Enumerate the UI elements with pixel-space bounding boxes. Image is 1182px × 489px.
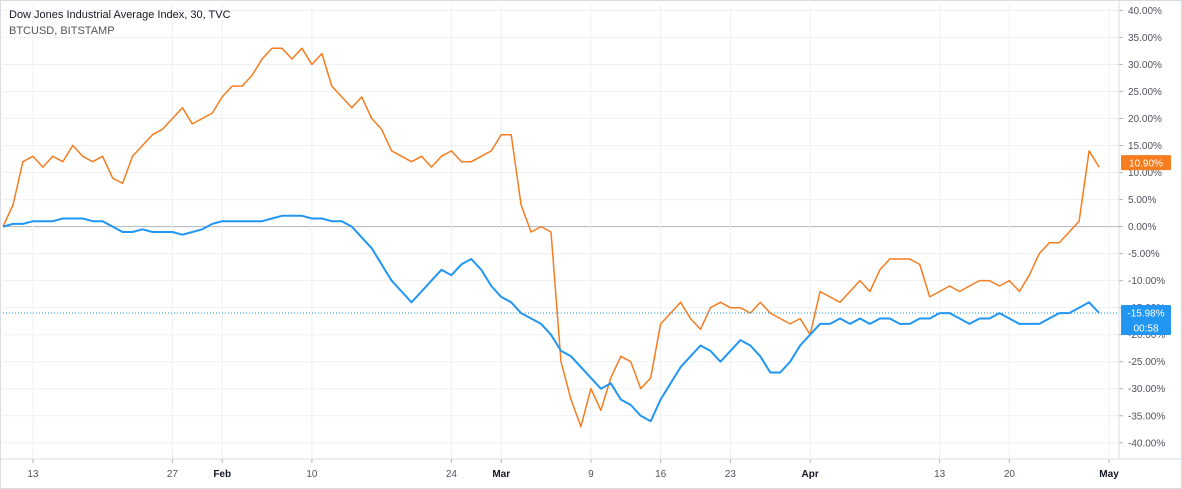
- x-tick-label: 23: [725, 469, 737, 480]
- x-tick-label: 16: [655, 469, 667, 480]
- y-tick-label: 40.00%: [1128, 6, 1162, 17]
- y-tick-label: 30.00%: [1128, 60, 1162, 71]
- y-tick-label: 5.00%: [1128, 195, 1156, 206]
- x-tick-label: Apr: [801, 469, 818, 480]
- y-tick-label: -5.00%: [1128, 249, 1160, 260]
- y-tick-label: -10.00%: [1128, 276, 1165, 287]
- y-tick-label: 35.00%: [1128, 33, 1162, 44]
- dji-value-badge-bg: [1121, 304, 1171, 320]
- y-tick-label: 10.00%: [1128, 168, 1162, 179]
- y-tick-label: -40.00%: [1128, 438, 1165, 449]
- y-tick-label: 25.00%: [1128, 87, 1162, 98]
- y-tick-label: -30.00%: [1128, 384, 1165, 395]
- legend: Dow Jones Industrial Average Index, 30, …: [9, 7, 231, 39]
- legend-series-2[interactable]: BTCUSD, BITSTAMP: [9, 25, 115, 37]
- dji-series-line: [2, 214, 1100, 423]
- legend-series-1[interactable]: Dow Jones Industrial Average Index, 30, …: [9, 9, 231, 21]
- y-tick-label: 20.00%: [1128, 114, 1162, 125]
- y-tick-label: 15.00%: [1128, 141, 1162, 152]
- grid-lines: [1, 1, 1181, 460]
- y-tick-label: 0.00%: [1128, 222, 1156, 233]
- y-tick-label: -25.00%: [1128, 357, 1165, 368]
- x-tick-label: 24: [446, 469, 458, 480]
- y-axis-ticks: 40.00% 35.00% 30.00% 25.00% 20.00% 15.00% 10.0…: [1119, 6, 1165, 449]
- x-tick-label: 27: [167, 469, 179, 480]
- btc-value-badge: 10.90%: [1129, 159, 1163, 170]
- x-axis-ticks: 13 27 Feb 10 24 Mar 9 16 23 Apr 13 20 May: [27, 459, 1119, 480]
- x-tick-label: 13: [934, 469, 946, 480]
- x-tick-label: May: [1099, 469, 1119, 480]
- y-tick-label: -20.00%: [1128, 330, 1165, 341]
- y-tick-label: -35.00%: [1128, 411, 1165, 422]
- x-tick-label: 9: [588, 469, 594, 480]
- countdown-badge-bg: [1121, 319, 1171, 335]
- x-tick-label: 20: [1004, 469, 1016, 480]
- btc-value-badge-bg: [1121, 155, 1171, 171]
- x-tick-label: 10: [306, 469, 318, 480]
- series-lines: [2, 47, 1119, 428]
- x-tick-label: Feb: [213, 469, 231, 480]
- price-badges: 10.90% -15.98% 00:58: [1121, 155, 1171, 335]
- btc-series-line: [2, 47, 1100, 428]
- x-tick-label: 13: [27, 469, 39, 480]
- dji-value-badge: -15.98%: [1127, 308, 1164, 319]
- countdown-badge: 00:58: [1133, 323, 1158, 334]
- x-tick-label: Mar: [492, 469, 510, 480]
